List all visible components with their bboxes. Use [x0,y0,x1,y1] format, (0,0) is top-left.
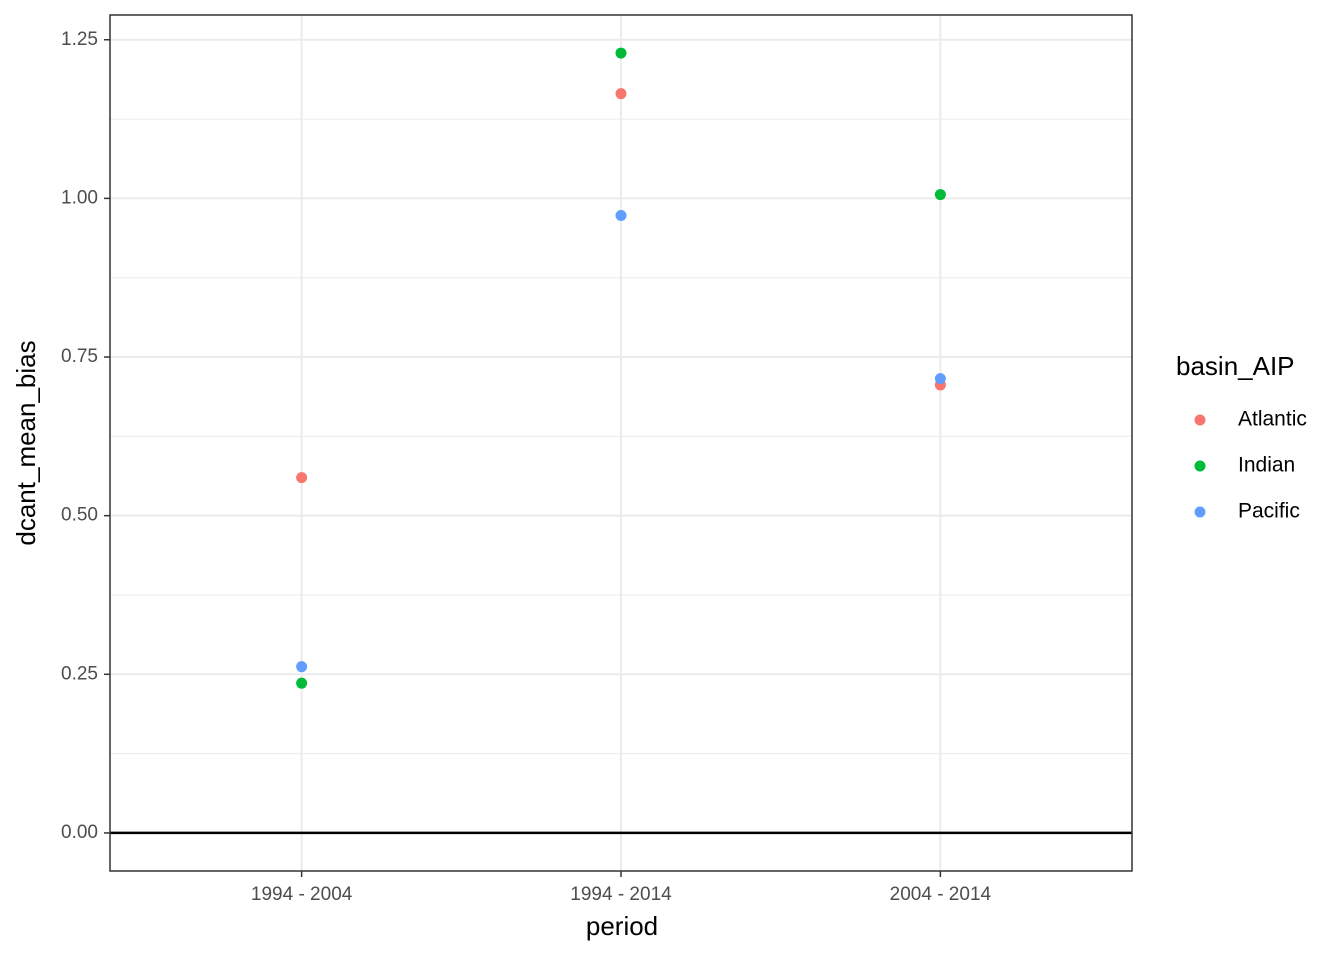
point [615,210,627,222]
legend-title: basin_AIP [1176,351,1295,381]
x-tick-label: 1994 - 2014 [570,884,672,905]
y-tick-label: 0.25 [61,663,98,684]
legend-key [1194,506,1206,518]
panel-border [109,14,1133,872]
y-tick-label: 0.50 [61,505,98,526]
y-tick-label: 1.00 [61,187,98,208]
legend-label: Indian [1238,454,1295,477]
point [934,373,946,385]
point [615,88,627,100]
y-tick-label: 0.75 [61,346,98,367]
point [296,677,308,689]
point [934,189,946,201]
legend-key [1194,460,1206,472]
x-tick-label: 1994 - 2004 [251,884,353,905]
legend-label: Pacific [1238,500,1300,523]
x-axis-title: period [586,911,658,941]
y-tick-label: 0.00 [61,822,98,843]
legend-label: Atlantic [1238,408,1307,431]
point [296,661,308,673]
y-tick-label: 1.25 [61,29,98,50]
x-tick-label: 2004 - 2014 [890,884,992,905]
point [615,47,627,59]
legend-key [1194,414,1206,426]
y-axis-title: dcant_mean_bias [11,340,41,545]
point [296,472,308,484]
